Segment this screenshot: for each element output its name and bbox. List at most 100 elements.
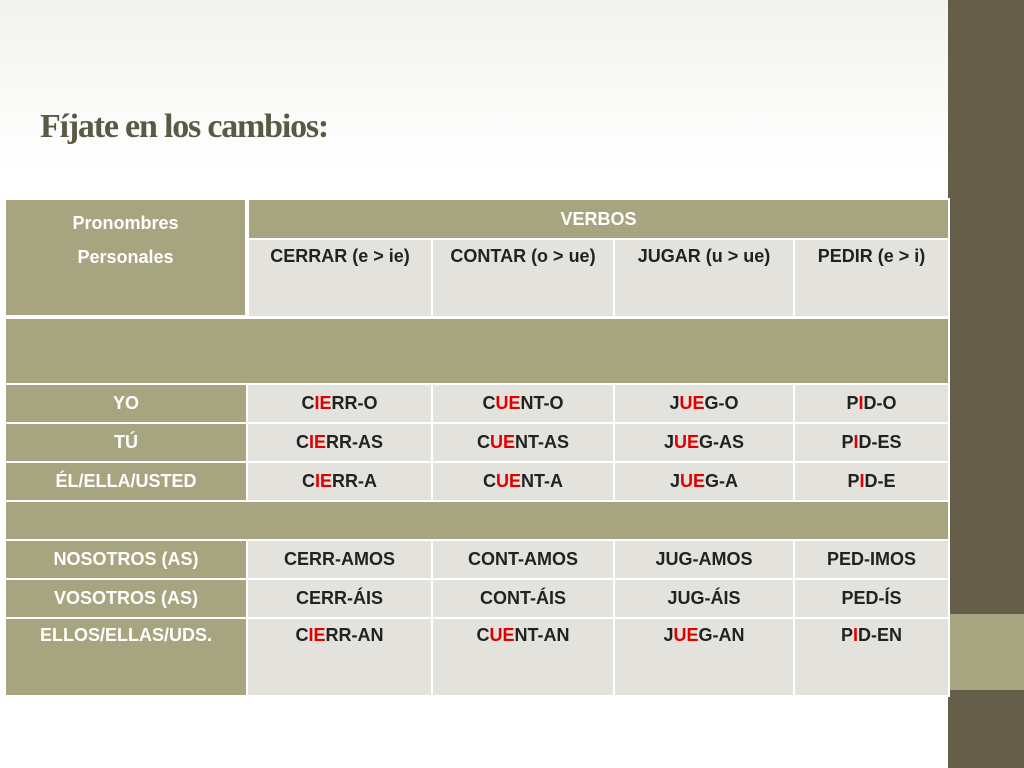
conjugation-prefix: P: [847, 471, 860, 491]
conjugation-stem-change: IE: [308, 432, 326, 452]
conjugation-cell-contar: CUENT-O: [431, 383, 615, 424]
slide-title: Fíjate en los cambios:: [40, 108, 329, 145]
pronouns-header-line2: Personales: [77, 247, 174, 267]
conjugation-suffix: G-O: [704, 393, 739, 413]
conjugation-stem-change: I: [859, 471, 865, 491]
conjugation-stem-change: IE: [314, 393, 332, 413]
conjugation-cell-jugar: JUEG-AS: [613, 422, 795, 463]
conjugation-stem-change: UE: [495, 393, 521, 413]
table-row: TÚ CIERR-AS CUENT-AS JUEG-AS PID-ES: [4, 422, 951, 463]
conjugation-table: Pronombres Personales VERBOS CERRAR (e >…: [3, 198, 951, 697]
conjugation-stem-change: I: [858, 393, 864, 413]
conjugation-suffix: G-AS: [699, 432, 745, 452]
conjugation-suffix: NT-A: [521, 471, 563, 491]
group-separator: [3, 500, 951, 541]
table-row: ÉL/ELLA/USTED CIERR-A CUENT-A JUEG-A PID-E: [4, 461, 951, 502]
conjugation-prefix: J: [669, 471, 680, 491]
conjugation-prefix: C: [295, 432, 309, 452]
conjugation-cell-pedir: PED-ÍS: [792, 578, 951, 619]
conjugation-prefix: CONT-ÁIS: [479, 588, 566, 608]
conjugation-prefix: JUG-ÁIS: [667, 588, 741, 608]
conjugation-stem-change: UE: [489, 625, 515, 645]
conjugation-prefix: CONT-AMOS: [468, 549, 578, 569]
conjugation-suffix: NT-AS: [515, 432, 569, 452]
table-row: VOSOTROS (AS) CERR-ÁIS CONT-ÁIS JUG-ÁIS PED-…: [4, 578, 951, 619]
conjugation-suffix: D-ES: [858, 432, 902, 452]
conjugation-cell-contar: CONT-AMOS: [431, 539, 615, 580]
conjugation-prefix: CERR-ÁIS: [295, 588, 383, 608]
pronoun-cell: ÉL/ELLA/USTED: [4, 461, 248, 502]
pronoun-cell: ELLOS/ELLAS/UDS.: [4, 617, 248, 697]
conjugation-prefix: JUG-AMOS: [655, 549, 753, 569]
pronoun-cell: VOSOTROS (AS): [4, 578, 248, 619]
conjugation-stem-change: I: [853, 432, 859, 452]
pronoun-cell: YO: [4, 383, 248, 424]
conjugation-cell-jugar: JUG-AMOS: [613, 539, 795, 580]
conjugation-suffix: G-A: [705, 471, 739, 491]
conjugation-prefix: C: [482, 471, 496, 491]
verbs-header: VERBOS: [245, 198, 951, 240]
conjugation-prefix: P: [841, 625, 854, 645]
conjugation-prefix: C: [301, 393, 315, 413]
conjugation-cell-contar: CONT-ÁIS: [431, 578, 615, 619]
verb-header-jugar: JUGAR (u > ue): [613, 238, 795, 318]
conjugation-cell-contar: CUENT-AS: [431, 422, 615, 463]
conjugation-prefix: J: [663, 625, 674, 645]
conjugation-prefix: CERR-AMOS: [284, 549, 395, 569]
conjugation-suffix: D-O: [863, 393, 897, 413]
conjugation-prefix: J: [669, 393, 680, 413]
conjugation-cell-jugar: JUEG-O: [613, 383, 795, 424]
pronouns-header-line1: Pronombres: [72, 213, 179, 233]
pronoun-cell: TÚ: [4, 422, 248, 463]
conjugation-stem-change: I: [853, 625, 859, 645]
conjugation-cell-cerrar: CERR-AMOS: [246, 539, 433, 580]
conjugation-cell-pedir: PID-O: [792, 383, 951, 424]
conjugation-stem-change: UE: [489, 432, 515, 452]
table-row: NOSOTROS (AS) CERR-AMOS CONT-AMOS JUG-AMOS P…: [4, 539, 951, 580]
sidebar-accent: [948, 614, 1024, 690]
conjugation-prefix: C: [482, 393, 496, 413]
conjugation-suffix: RR-A: [332, 471, 377, 491]
verb-header-contar: CONTAR (o > ue): [431, 238, 615, 318]
conjugation-suffix: D-EN: [858, 625, 903, 645]
conjugation-prefix: C: [301, 471, 315, 491]
conjugation-stem-change: UE: [495, 471, 521, 491]
conjugation-cell-cerrar: CIERR-O: [246, 383, 433, 424]
verb-header-pedir: PEDIR (e > i): [792, 238, 951, 318]
conjugation-cell-pedir: PID-E: [792, 461, 951, 502]
conjugation-cell-jugar: JUEG-AN: [613, 617, 795, 697]
conjugation-prefix: PED-ÍS: [841, 588, 902, 608]
conjugation-suffix: RR-AS: [326, 432, 383, 452]
conjugation-cell-jugar: JUG-ÁIS: [613, 578, 795, 619]
table-row: YO CIERR-O CUENT-O JUEG-O PID-O: [4, 383, 951, 424]
conjugation-cell-pedir: PED-IMOS: [792, 539, 951, 580]
conjugation-suffix: NT-AN: [514, 625, 570, 645]
conjugation-cell-pedir: PID-EN: [792, 617, 951, 697]
conjugation-prefix: J: [663, 432, 674, 452]
conjugation-prefix: P: [841, 432, 854, 452]
conjugation-prefix: P: [846, 393, 859, 413]
conjugation-suffix: NT-O: [520, 393, 564, 413]
conjugation-stem-change: IE: [314, 471, 332, 491]
conjugation-suffix: RR-AN: [325, 625, 384, 645]
conjugation-suffix: RR-O: [331, 393, 378, 413]
conjugation-prefix: C: [476, 432, 490, 452]
conjugation-suffix: D-E: [864, 471, 896, 491]
conjugation-cell-cerrar: CIERR-AN: [246, 617, 433, 697]
conjugation-stem-change: UE: [680, 471, 706, 491]
table-row: ELLOS/ELLAS/UDS. CIERR-AN CUENT-AN JUEG-AN P…: [4, 617, 951, 697]
conjugation-cell-contar: CUENT-A: [431, 461, 615, 502]
pronoun-cell: NOSOTROS (AS): [4, 539, 248, 580]
conjugation-prefix: C: [295, 625, 309, 645]
conjugation-stem-change: UE: [679, 393, 705, 413]
conjugation-prefix: PED-IMOS: [827, 549, 917, 569]
conjugation-stem-change: IE: [308, 625, 326, 645]
conjugation-stem-change: UE: [674, 432, 700, 452]
conjugation-cell-jugar: JUEG-A: [613, 461, 795, 502]
conjugation-cell-pedir: PID-ES: [792, 422, 951, 463]
pronouns-header: Pronombres Personales: [4, 198, 249, 319]
conjugation-cell-contar: CUENT-AN: [431, 617, 615, 697]
conjugation-cell-cerrar: CIERR-A: [246, 461, 433, 502]
verb-header-cerrar: CERRAR (e > ie): [246, 238, 433, 318]
conjugation-suffix: G-AN: [698, 625, 745, 645]
